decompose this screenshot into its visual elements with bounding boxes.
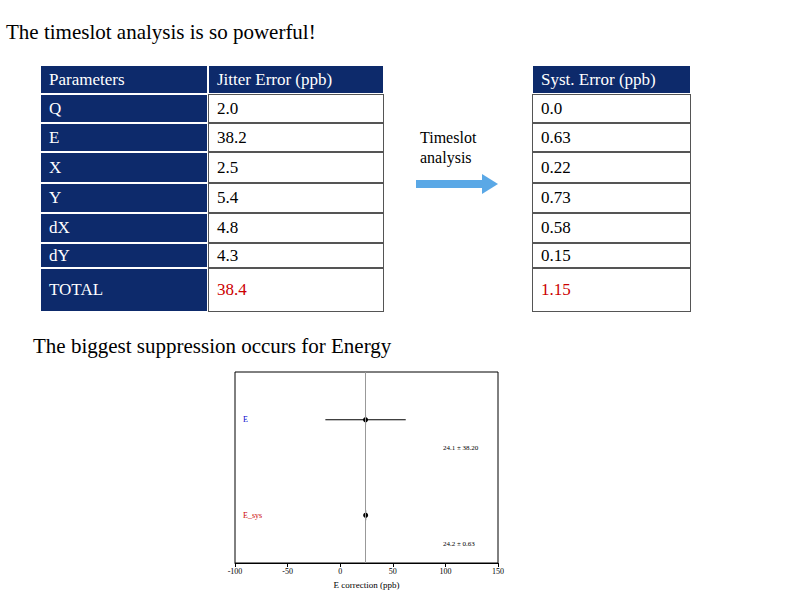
svg-text:E correction (ppb): E correction (ppb) [334, 580, 400, 590]
html-text:4.8: 4.8 [217, 218, 239, 237]
svg-text:150: 150 [492, 567, 504, 576]
html-text:dY: dY [49, 245, 70, 265]
html-text:0.22: 0.22 [541, 157, 571, 177]
html-text:X: X [49, 157, 62, 177]
svg-text:50: 50 [389, 567, 397, 576]
html-text:1.15: 1.15 [541, 280, 571, 299]
svg-text:-50: -50 [282, 567, 293, 576]
html-text:4.3: 4.3 [217, 245, 239, 265]
html-text:Q: Q [49, 98, 62, 118]
html-text:E: E [49, 127, 60, 147]
html-text:0.63: 0.63 [541, 127, 571, 147]
html-text:Jitter Error (ppb): Jitter Error (ppb) [217, 69, 333, 89]
html-text:0.73: 0.73 [541, 188, 571, 207]
html-text:Timeslot analysis: Timeslot analysis [420, 129, 477, 166]
html-text:38.2: 38.2 [217, 127, 247, 147]
svg-text:24.2 ± 0.63: 24.2 ± 0.63 [443, 540, 475, 548]
html-text:38.4: 38.4 [217, 280, 247, 299]
html-text:The biggest suppression occurs: The biggest suppression occurs for Energ… [33, 334, 392, 358]
svg-text:24.1 ± 38.20: 24.1 ± 38.20 [443, 444, 479, 452]
svg-text:-100: -100 [228, 567, 243, 576]
svg-text:E: E [243, 415, 248, 424]
html-text:Y: Y [49, 188, 62, 207]
html-text:Parameters: Parameters [49, 69, 125, 89]
html-text:0.0: 0.0 [541, 98, 563, 118]
html-text:2.0: 2.0 [217, 98, 239, 118]
html-text:2.5: 2.5 [217, 157, 239, 177]
svg-text:0: 0 [338, 567, 342, 576]
html-text:TOTAL: TOTAL [49, 280, 103, 299]
svg-text:100: 100 [439, 567, 451, 576]
svg-text:E_sys: E_sys [243, 511, 262, 520]
html-text:dX: dX [49, 218, 70, 237]
html-text:0.58: 0.58 [541, 218, 571, 237]
html-text:Syst. Error (ppb): Syst. Error (ppb) [541, 69, 656, 89]
html-text:0.15: 0.15 [541, 245, 571, 265]
html-text:5.4: 5.4 [217, 188, 239, 207]
html-text:The timeslot analysis is so po: The timeslot analysis is so powerful! [6, 20, 316, 44]
